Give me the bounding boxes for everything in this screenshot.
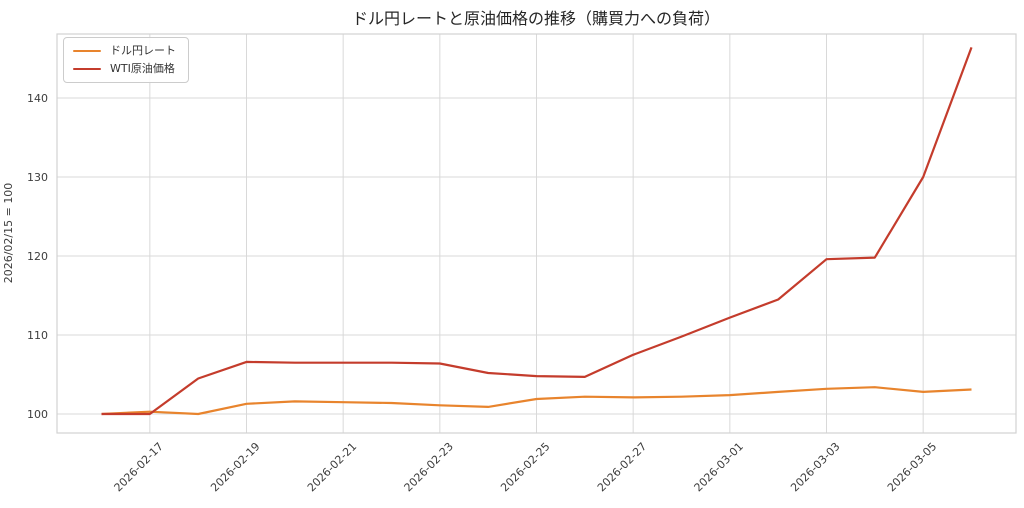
wti-line-swatch: [73, 67, 101, 71]
plot-border: [56, 33, 1017, 434]
y-tick-label-130: 130: [27, 171, 48, 184]
legend-label-wti: WTI原油価格: [110, 62, 175, 76]
x-tick-label-2026-03-05: 2026-03-05: [885, 440, 939, 494]
legend-item-usdjpy: ドル円レート: [73, 44, 176, 57]
legend-label-usdjpy: ドル円レート: [110, 44, 176, 57]
wti-oil-line: [101, 47, 973, 416]
x-tick-label-2026-02-17: 2026-02-17: [112, 440, 166, 494]
y-axis-label: 2026/02/15 = 100: [2, 183, 15, 284]
chart-title: ドル円レートと原油価格の推移（購買力への負荷）: [352, 9, 720, 28]
x-tick-label-2026-03-03: 2026-03-03: [788, 440, 842, 494]
x-tick-label-2026-02-27: 2026-02-27: [595, 440, 649, 494]
y-tick-label-120: 120: [27, 250, 48, 263]
legend-item-wti: WTI原油価格: [73, 62, 176, 76]
y-tick-label-100: 100: [27, 408, 48, 421]
x-tick-label-2026-02-23: 2026-02-23: [402, 440, 456, 494]
usdjpy-line-swatch: [73, 49, 101, 53]
legend: ドル円レート WTI原油価格: [63, 37, 189, 84]
usdjpy-line: [101, 386, 972, 416]
x-tick-label-2026-02-25: 2026-02-25: [498, 440, 552, 494]
x-tick-label-2026-02-19: 2026-02-19: [208, 440, 262, 494]
y-tick-label-110: 110: [27, 329, 48, 342]
x-tick-label-2026-03-01: 2026-03-01: [692, 440, 746, 494]
x-tick-label-2026-02-21: 2026-02-21: [305, 440, 359, 494]
y-tick-label-140: 140: [27, 92, 48, 105]
